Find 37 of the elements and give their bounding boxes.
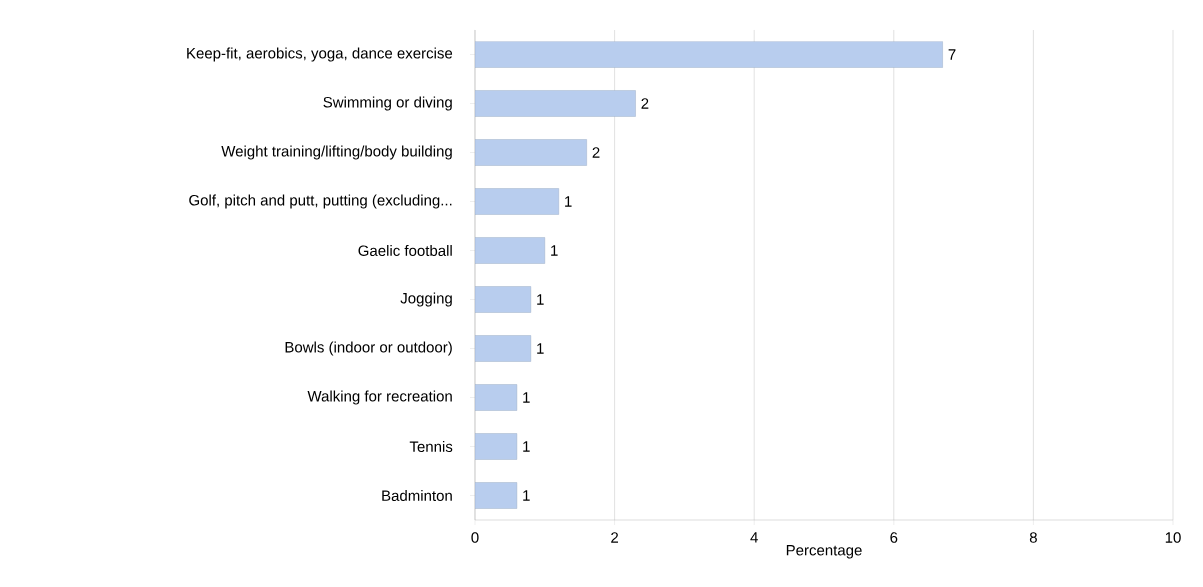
bar	[475, 237, 545, 264]
data-label: 2	[641, 98, 649, 109]
bar	[475, 41, 943, 68]
bar	[475, 482, 518, 509]
data-label: 1	[537, 343, 544, 354]
y-tick-label: Golf, pitch and putt, putting (excluding...	[189, 194, 452, 209]
bar	[475, 433, 518, 460]
data-label: 1	[565, 196, 572, 207]
x-axis-title: Percentage	[786, 545, 862, 559]
data-label: 1	[537, 294, 544, 305]
bar	[475, 188, 559, 215]
y-tick-label: Jogging	[400, 292, 452, 307]
x-tick-label: 4	[750, 532, 758, 543]
x-tick-label: 6	[890, 532, 898, 543]
x-tick-label: 2	[611, 532, 619, 543]
y-tick-label: Gaelic football	[358, 244, 452, 256]
x-tick-label: 0	[471, 532, 479, 543]
y-tick-label: Keep-fit, aerobics, yoga, dance exercise	[187, 47, 453, 62]
y-tick-label: Swimming or diving	[323, 96, 452, 111]
y-tick-label: Weight training/lifting/body building	[221, 145, 452, 160]
x-tick-label: 8	[1029, 532, 1037, 543]
bar	[475, 335, 532, 362]
bar	[475, 286, 532, 313]
y-tick-label: Walking for recreation	[307, 390, 452, 405]
data-label: 1	[523, 441, 530, 452]
data-label: 1	[523, 392, 530, 403]
data-label: 2	[592, 147, 600, 158]
bar	[475, 139, 587, 166]
x-tick-label: 10	[1165, 532, 1181, 543]
y-tick-label: Tennis	[409, 441, 453, 453]
y-tick-label: Bowls (indoor or outdoor)	[285, 341, 452, 356]
y-tick-label: Badminton	[382, 490, 452, 502]
bar	[475, 90, 636, 117]
data-label: 1	[551, 245, 558, 256]
bar	[475, 384, 518, 411]
data-label: 7	[948, 49, 956, 60]
data-label: 1	[523, 490, 530, 501]
